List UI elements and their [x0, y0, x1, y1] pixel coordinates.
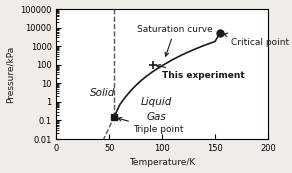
Text: This experiment: This experiment: [157, 65, 245, 80]
X-axis label: Temperature/K: Temperature/K: [129, 158, 195, 167]
Text: Triple point: Triple point: [118, 117, 183, 134]
Text: Solid: Solid: [90, 88, 116, 98]
Text: Gas: Gas: [146, 112, 166, 122]
Text: Liquid: Liquid: [141, 97, 173, 107]
Y-axis label: Pressure/kPa: Pressure/kPa: [6, 45, 15, 103]
Text: Saturation curve: Saturation curve: [137, 25, 213, 56]
Text: Critical point: Critical point: [224, 33, 289, 47]
